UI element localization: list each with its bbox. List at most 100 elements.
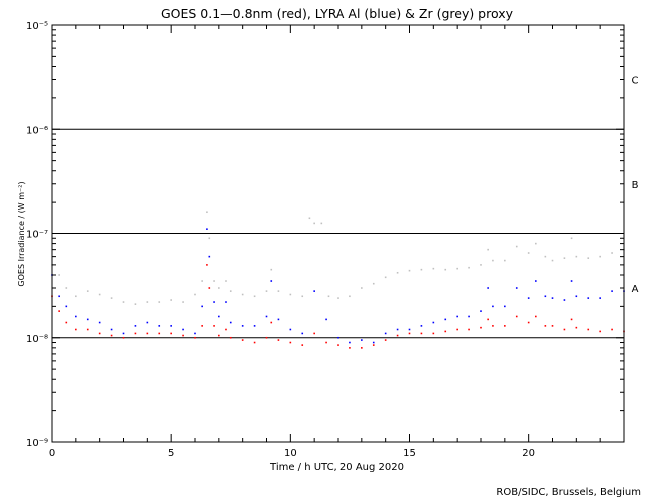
data-point [206,264,208,266]
data-point [253,295,256,298]
data-point [65,321,68,324]
data-point [75,295,77,298]
data-point [384,332,387,335]
data-point [213,280,215,282]
chart-title: GOES 0.1—0.8nm (red), LYRA Al (blue) & Z… [161,6,514,21]
x-tick-label: 5 [168,448,174,459]
data-point [253,325,256,327]
data-point [515,287,518,289]
data-point [456,267,458,270]
data-point [492,325,494,327]
data-point [208,255,211,258]
data-point [361,339,363,341]
x-axis-ticks: 0 5 10 15 20 [49,25,601,459]
data-point [194,332,196,335]
y-tick-label: 10⁻⁶ [26,125,48,136]
x-tick-label: 15 [403,448,416,459]
data-point [270,321,273,324]
data-point [201,325,203,327]
flare-class-label: B [632,180,639,191]
data-point [551,325,554,327]
data-point [420,325,423,327]
data-point [65,305,68,308]
data-point [170,325,172,327]
data-point [325,341,327,344]
data-point [575,326,578,329]
data-point [86,290,89,292]
data-point [122,332,125,335]
data-point [277,339,280,341]
data-point [289,293,292,296]
data-point [277,290,280,292]
data-point [225,301,227,303]
y-tick-label: 10⁻⁸ [26,334,48,345]
data-point [206,211,208,214]
data-point [110,334,113,337]
data-point [225,280,227,282]
data-point [122,336,125,339]
series-2 [51,264,625,349]
x-tick-label: 0 [49,448,55,459]
data-point [110,297,113,299]
y-tick-label: 10⁻⁵ [26,21,48,32]
data-point [432,332,435,335]
data-point [182,328,184,331]
data-point [420,268,423,271]
data-point [98,332,101,335]
data-point [384,276,387,279]
y-axis-ticks: 10⁻⁹ 10⁻⁸ 10⁻⁷ 10⁻⁶ 10⁻⁵ [26,21,624,449]
data-point [194,293,196,296]
data-point [229,290,232,292]
data-point [432,267,435,270]
data-point [515,315,518,318]
data-point [456,315,458,318]
data-point [587,328,590,331]
data-point [396,271,399,274]
data-point [206,228,208,230]
data-point [337,336,339,339]
data-point [75,328,77,331]
data-point [182,301,184,303]
data-point [122,301,125,303]
data-point [208,237,211,240]
data-point [492,259,494,262]
data-point [480,264,482,266]
data-point [492,305,494,308]
data-point [194,336,196,339]
data-point [361,287,363,289]
data-point [225,328,227,331]
data-point [527,252,530,254]
data-point [75,315,77,318]
data-point [575,295,578,298]
data-point [372,341,375,344]
data-point [599,255,601,258]
data-point [444,268,447,271]
data-point [277,318,280,321]
data-point [535,242,537,245]
data-point [182,334,184,337]
data-point [146,332,149,335]
data-point [408,328,411,331]
data-point [504,259,506,262]
data-point [599,330,601,333]
data-point [208,287,211,289]
data-point [337,297,339,299]
series-1 [51,228,625,344]
data-point [408,332,411,335]
data-point [372,344,375,346]
data-point [349,295,351,298]
data-point [134,325,137,327]
data-point [468,266,470,269]
data-point [218,334,220,337]
data-point [570,280,573,282]
data-point [420,332,423,335]
data-point [146,301,149,303]
data-point [301,344,304,346]
data-point [241,325,244,327]
data-point [337,344,339,346]
data-point [218,315,220,318]
data-point [134,332,137,335]
data-point [86,318,89,321]
data-point [544,295,547,298]
